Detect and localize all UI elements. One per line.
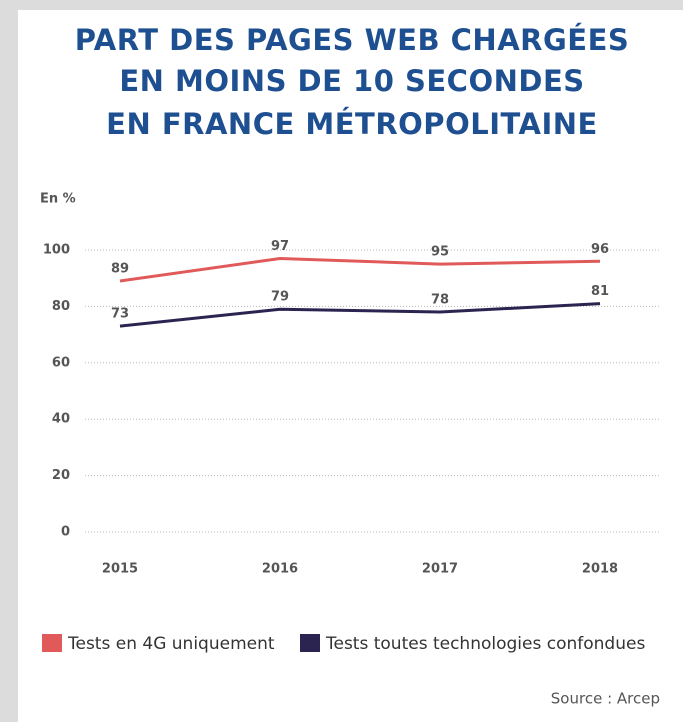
line	[119, 256, 601, 283]
chart-title: EN MOINS DE 10 SECONDES	[119, 64, 584, 98]
value-label: 79	[271, 290, 289, 305]
legend-swatch	[42, 634, 62, 652]
value-label: 81	[591, 284, 609, 299]
chart-title: EN FRANCE MÉTROPOLITAINE	[106, 107, 598, 141]
y-tick-label: 0	[61, 525, 70, 540]
value-label: 73	[111, 307, 129, 322]
y-tick-label: 20	[52, 468, 70, 483]
y-tick-label: 80	[52, 299, 70, 314]
legend-swatch	[300, 634, 320, 652]
line	[119, 302, 601, 328]
source: Source : Arcep	[551, 690, 660, 708]
legend-label: Tests en 4G uniquement	[67, 634, 275, 654]
panel	[18, 10, 683, 722]
x-tick-label: 2018	[582, 562, 618, 577]
x-tick-label: 2017	[422, 562, 458, 577]
value-label: 95	[431, 245, 449, 260]
y-tick-label: 100	[43, 243, 70, 258]
y-tick-label: 60	[52, 355, 70, 370]
x-tick-label: 2016	[262, 562, 298, 577]
value-label: 96	[591, 242, 609, 257]
y-tick-label: 40	[52, 412, 70, 427]
y-axis-label: En %	[40, 192, 76, 207]
value-label: 97	[271, 239, 289, 254]
legend-label: Tests toutes technologies confondues	[325, 634, 645, 654]
value-label: 89	[111, 262, 129, 277]
chart-title: PART DES PAGES WEB CHARGÉES	[75, 23, 630, 57]
value-label: 78	[431, 293, 449, 308]
x-tick-label: 2015	[102, 562, 138, 577]
